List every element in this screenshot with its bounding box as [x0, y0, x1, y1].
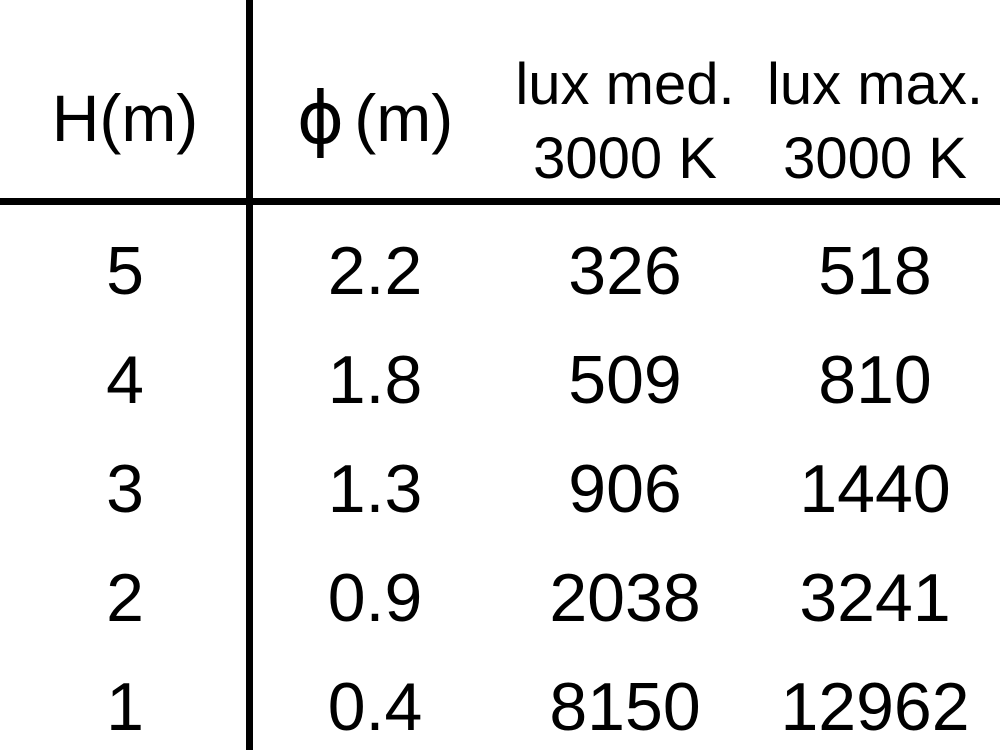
table-cell-lux-max: 810 [818, 341, 932, 418]
column-divider-rule [246, 0, 253, 750]
table-cell-lux-med: 2038 [549, 559, 701, 636]
table-cell-diameter: 1.3 [327, 450, 423, 527]
column-header-lux-max: lux max. 3000 K [750, 0, 1000, 198]
column-header-height-label: H(m) [51, 81, 199, 155]
column-header-height: H(m) [0, 0, 250, 198]
lux-max-label: lux max. [767, 52, 983, 117]
table-cell-diameter: 0.4 [327, 668, 423, 745]
table-cell-diameter: 1.8 [327, 341, 423, 418]
table-cell-lux-max: 1440 [799, 450, 951, 527]
lux-med-label: lux med. [515, 52, 735, 117]
column-header-diameter: ϕ (m) [296, 76, 454, 160]
table-cell-diameter: 0.9 [327, 559, 423, 636]
table-cell-height: 2 [106, 559, 144, 636]
table-cell-height: 1 [106, 668, 144, 745]
table-cell-lux-max: 12962 [780, 668, 970, 745]
header-divider-rule [0, 198, 1000, 205]
table-cell-height: 5 [106, 232, 144, 309]
column-header-lux-med: lux med. 3000 K [500, 0, 750, 198]
table-cell-lux-max: 518 [818, 232, 932, 309]
table-cell-lux-med: 326 [568, 232, 682, 309]
lux-med-temperature: 3000 K [533, 126, 717, 191]
table-body: 5 2.2 326 518 4 1.8 509 810 3 1.3 906 14… [0, 205, 1000, 750]
table-cell-height: 3 [106, 450, 144, 527]
table-cell-lux-med: 8150 [549, 668, 701, 745]
column-header-diameter-label: (m) [354, 81, 454, 155]
lux-max-temperature: 3000 K [783, 126, 967, 191]
table-cell-lux-max: 3241 [799, 559, 951, 636]
table-cell-diameter: 2.2 [327, 232, 423, 309]
table-cell-lux-med: 906 [568, 450, 682, 527]
table-cell-lux-med: 509 [568, 341, 682, 418]
table-header-row: H(m) ϕ (m) lux med. 3000 K lux max. 3000… [0, 0, 1000, 198]
table-cell-height: 4 [106, 341, 144, 418]
